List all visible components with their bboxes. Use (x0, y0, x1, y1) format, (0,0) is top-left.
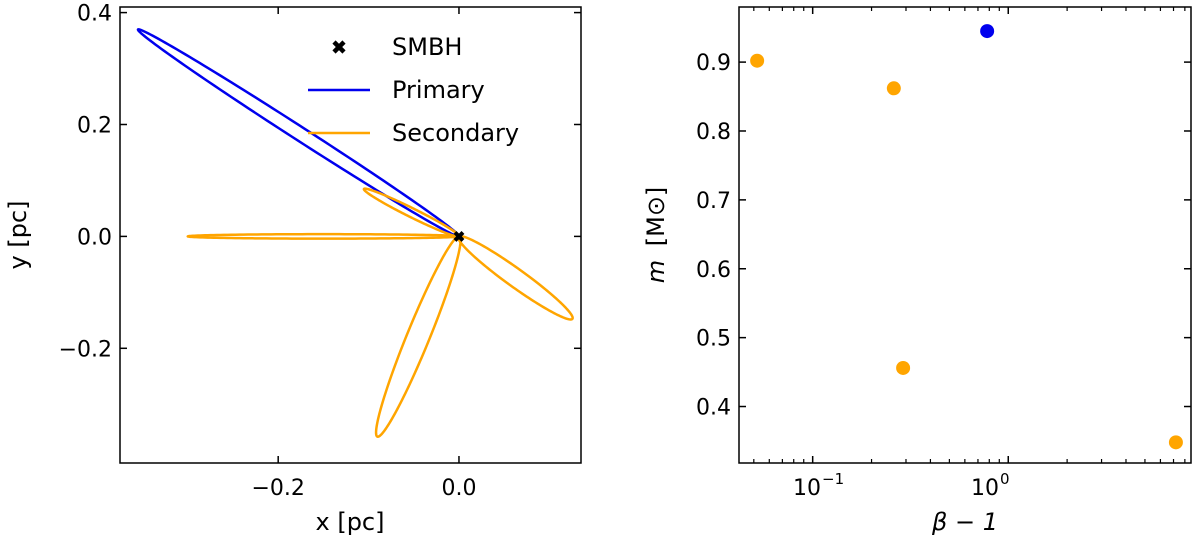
y-tick-label: 0.6 (696, 258, 731, 283)
y-axis-label: y [pc] (4, 201, 32, 270)
scatter-point-primary-0 (980, 24, 995, 39)
y-axis-label: m [M⊙] (642, 187, 670, 284)
y-axis-label-symbol: m (642, 260, 670, 283)
scatter-point-secondary-2 (886, 81, 901, 96)
x-tick-label-0.1: 10 −1 (793, 470, 844, 501)
legend-smbh-marker (332, 40, 346, 54)
x-tick-label-1: 10 0 (971, 470, 1010, 501)
y-tick-label: 0.4 (77, 2, 112, 27)
scatter-point-secondary-1 (750, 53, 765, 68)
orbit-secondary-3 (457, 234, 574, 321)
x-tick-label-exponent: −1 (822, 470, 844, 488)
orbit-plot-ticks: −0.2 0.0 −0.2 0.0 0.2 0.4 (59, 2, 581, 501)
x-tick-label-base: 10 (971, 476, 999, 501)
y-tick-label: 0.5 (696, 327, 731, 352)
mass-scatter-panel: 0.4 0.5 0.6 0.7 0.8 0.9 10 −1 10 0 β − 1 m [M… (642, 6, 1192, 536)
legend: SMBH Primary Secondary (308, 33, 519, 147)
y-tick-label: 0.7 (696, 189, 731, 214)
orbit-secondary-4 (374, 235, 462, 438)
x-axis-label: x [pc] (316, 508, 385, 536)
scatter-point-secondary-4 (1168, 435, 1183, 450)
svg-text:m [M⊙]: m [M⊙] (642, 187, 670, 284)
orbit-plot-panel: −0.2 0.0 −0.2 0.0 0.2 0.4 SMBH Primary Second… (4, 2, 582, 536)
legend-label-primary: Primary (392, 76, 485, 104)
orbit-secondary-1 (186, 232, 461, 240)
x-tick-label-base: 10 (793, 476, 821, 501)
y-axis-label-unit: [M⊙] (642, 187, 670, 247)
smbh-marker-group (453, 230, 465, 242)
scatter-plot-frame (738, 6, 1192, 464)
scatter-point-secondary-3 (896, 360, 911, 375)
y-tick-label: 0.4 (696, 396, 731, 421)
legend-label-secondary: Secondary (392, 119, 519, 147)
x-tick-label: 0.0 (441, 476, 476, 501)
y-tick-label: 0.2 (77, 113, 112, 138)
x-axis-label: β − 1 (931, 508, 998, 536)
x-tick-label: −0.2 (251, 476, 304, 501)
smbh-marker-stroke-b (453, 230, 465, 242)
legend-label-smbh: SMBH (392, 33, 462, 61)
scatter-points-group (750, 24, 1183, 450)
orbit-plot-frame (119, 6, 582, 464)
scatter-plot-ticks: 0.4 0.5 0.6 0.7 0.8 0.9 (696, 7, 1191, 463)
y-tick-label: −0.2 (59, 337, 112, 362)
y-tick-label: 0.9 (696, 51, 731, 76)
y-tick-label: 0.8 (696, 120, 731, 145)
x-tick-label-exponent: 0 (1000, 470, 1010, 488)
y-tick-label: 0.0 (77, 225, 112, 250)
